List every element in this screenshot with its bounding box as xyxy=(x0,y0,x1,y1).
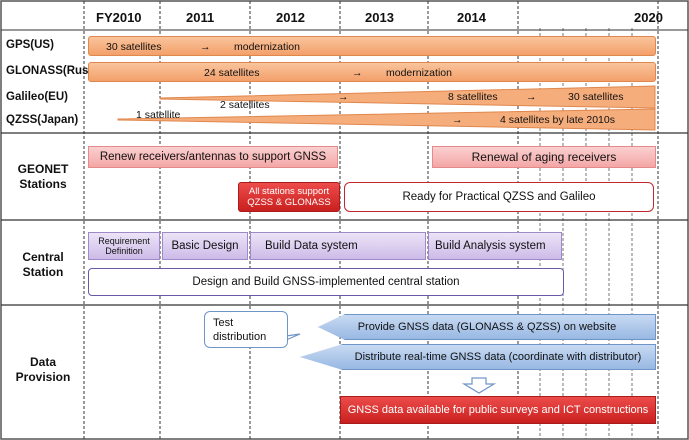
section-data: Data Provision xyxy=(15,355,71,384)
section-central: Central Station xyxy=(22,250,64,279)
qzss-text-4: 4 satellites by late 2010s xyxy=(500,114,615,126)
glonass-text-24: 24 satellites xyxy=(204,67,260,79)
provide-gnss-data-bar: Provide GNSS data (GLONASS & QZSS) on we… xyxy=(318,314,656,340)
galileo-text-2: 2 satellites xyxy=(220,99,270,111)
galileo-arrow-b: → xyxy=(526,91,537,103)
gnss-data-available-bar: GNSS data available for public surveys a… xyxy=(340,396,656,424)
year-2014: 2014 xyxy=(457,10,486,25)
distribute-realtime-bar: Distribute real-time GNSS data (coordina… xyxy=(300,344,656,370)
test-distribution-callout: Test distribution xyxy=(204,311,288,348)
gps-arrow: → xyxy=(200,41,211,53)
program-label-gps: GPS(US) xyxy=(6,39,54,51)
renew-aging-bar: Renewal of aging receivers xyxy=(432,146,656,168)
year-2011: 2011 xyxy=(186,10,215,25)
year-fy2010: FY2010 xyxy=(96,10,142,25)
build-data-system-bar: Build Data system xyxy=(250,232,426,260)
design-build-central-box: Design and Build GNSS-implemented centra… xyxy=(88,268,564,296)
gps-text-30: 30 satellites xyxy=(106,41,162,53)
build-analysis-system-bar: Build Analysis system xyxy=(428,232,562,260)
all-stations-callout: All stations support QZSS & GLONASS xyxy=(238,182,340,212)
requirement-definition-bar: Requirement Definition xyxy=(88,232,160,260)
glonass-bar xyxy=(88,62,656,82)
year-2020: 2020 xyxy=(634,10,663,25)
glonass-arrow: → xyxy=(352,67,363,79)
section-geonet: GEONET Stations xyxy=(17,162,69,191)
basic-design-bar: Basic Design xyxy=(162,232,248,260)
program-label-glonass: GLONASS(Russia) xyxy=(6,65,109,77)
renew-receivers-bar: Renew receivers/antennas to support GNSS xyxy=(88,146,338,168)
glonass-text-modernization: modernization xyxy=(386,67,452,79)
galileo-text-8: 8 satellites xyxy=(448,91,498,103)
galileo-text-30: 30 satellites xyxy=(568,91,624,103)
year-2012: 2012 xyxy=(276,10,305,25)
program-label-qzss: QZSS(Japan) xyxy=(6,114,79,126)
year-2013: 2013 xyxy=(365,10,394,25)
gps-bar xyxy=(88,36,656,56)
gps-text-modernization: modernization xyxy=(234,41,300,53)
program-label-galileo: Galileo(EU) xyxy=(6,91,68,103)
ready-practical-box: Ready for Practical QZSS and Galileo xyxy=(344,182,654,212)
qzss-arrow: → xyxy=(452,114,463,126)
galileo-arrow-a: → xyxy=(338,91,349,103)
qzss-text-1: 1 satellite xyxy=(136,109,181,121)
